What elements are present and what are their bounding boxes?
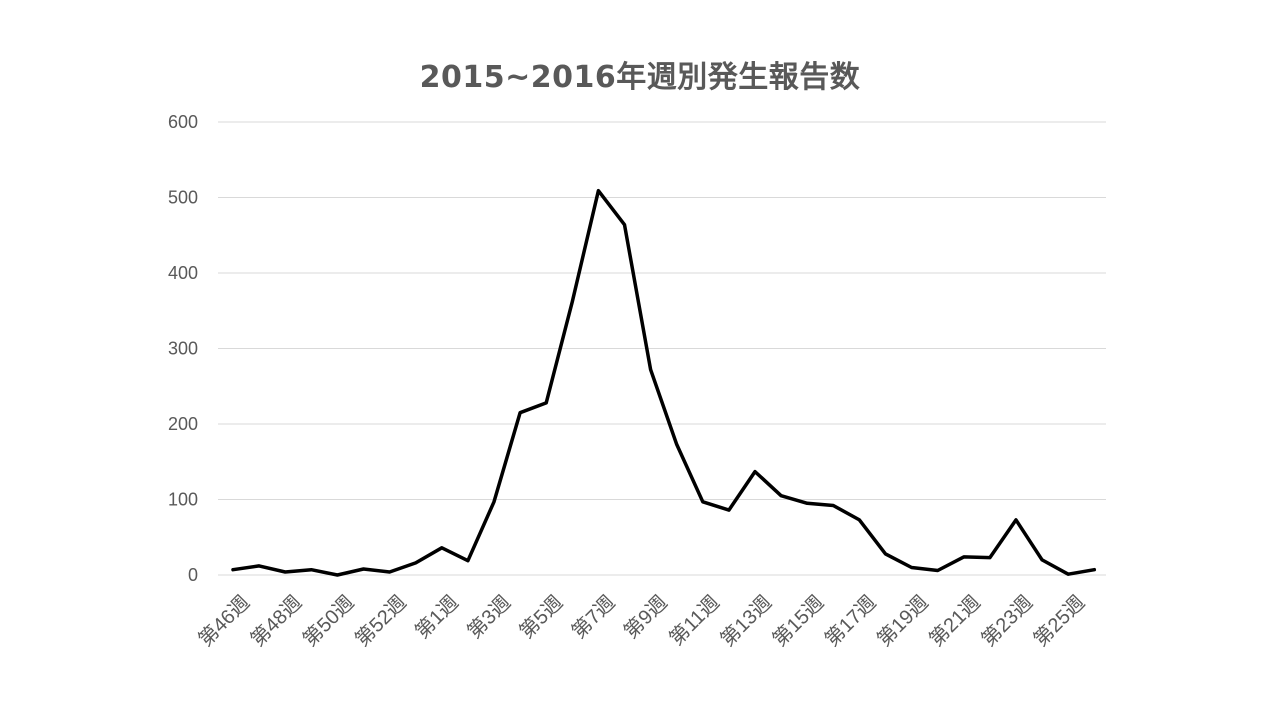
x-tick-label: 第3週	[463, 591, 515, 643]
x-tick-label: 第50週	[298, 591, 358, 651]
y-tick-label: 100	[168, 490, 198, 510]
x-tick-label: 第46週	[194, 591, 254, 651]
x-tick-label: 第23週	[977, 591, 1037, 651]
series-line	[231, 188, 1097, 577]
y-tick-label: 0	[188, 565, 198, 585]
x-tick-label: 第48週	[246, 591, 306, 651]
x-tick-label: 第25週	[1029, 591, 1089, 651]
y-tick-label: 600	[168, 112, 198, 132]
x-tick-label: 第5週	[515, 591, 567, 643]
y-tick-label: 200	[168, 414, 198, 434]
x-tick-label: 第52週	[350, 591, 410, 651]
x-tick-label: 第13週	[716, 591, 776, 651]
y-tick-label: 400	[168, 263, 198, 283]
x-tick-label: 第17週	[820, 591, 880, 651]
y-axis: 0 100 200 300 400 500 600	[168, 112, 198, 585]
y-tick-label: 300	[168, 339, 198, 359]
x-tick-label: 第21週	[925, 591, 985, 651]
y-tick-label: 500	[168, 188, 198, 208]
x-tick-label: 第9週	[619, 591, 671, 643]
x-tick-label: 第15週	[768, 591, 828, 651]
chart-title: 2015~2016年週別発生報告数	[419, 60, 861, 95]
gridlines	[218, 121, 1106, 576]
x-tick-label: 第11週	[665, 591, 724, 650]
x-tick-label: 第1週	[411, 591, 463, 643]
series	[231, 188, 1097, 577]
x-tick-label: 第7週	[567, 591, 619, 643]
x-tick-label: 第19週	[872, 591, 932, 651]
